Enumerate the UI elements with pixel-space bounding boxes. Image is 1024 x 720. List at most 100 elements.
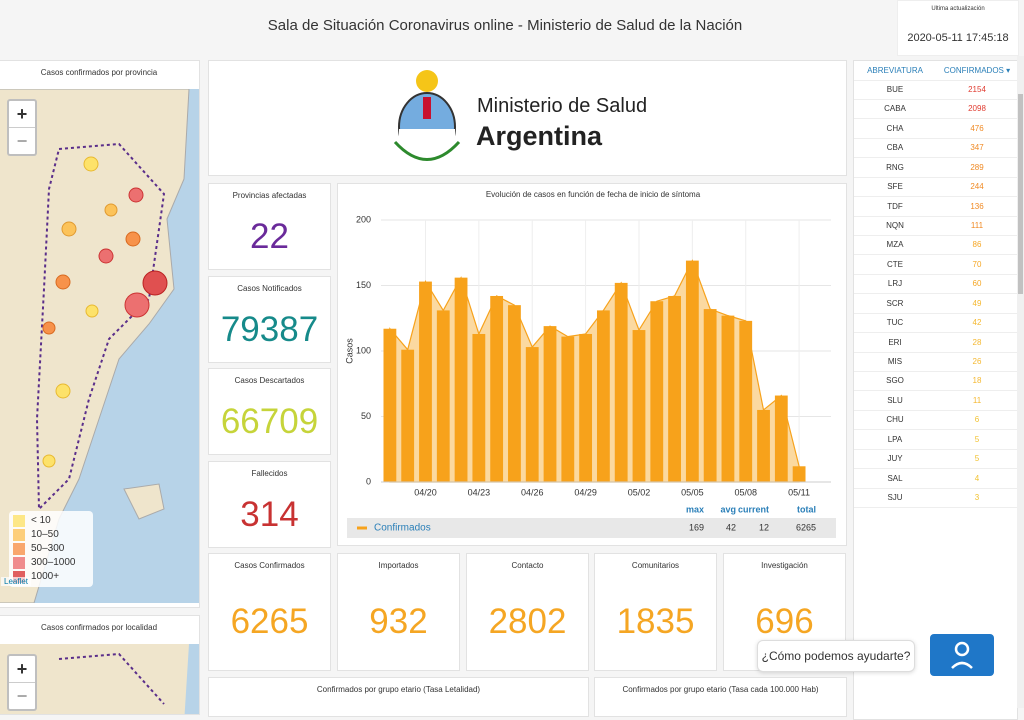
stat-value: 79387 — [220, 309, 319, 349]
table-row: NQN 111 — [854, 216, 1017, 236]
zoom-control: + − — [7, 654, 37, 711]
province-map-panel: Casos confirmados por provincia + − < 10… — [0, 60, 200, 608]
abbreviation: SLU — [887, 395, 903, 405]
confirmed: 3 — [974, 493, 980, 503]
bar — [490, 295, 504, 482]
country-border — [35, 142, 166, 512]
case-type-label: Importados — [378, 561, 419, 570]
bar — [508, 305, 521, 482]
column-header[interactable]: ABREVIATURA — [867, 66, 923, 75]
stat-value: 66709 — [220, 402, 319, 441]
legend-label: 1000+ — [31, 571, 60, 582]
legend-item: 300–1000 — [9, 556, 93, 570]
table-row: CHU 6 — [854, 410, 1017, 431]
marker[interactable] — [104, 203, 118, 217]
table-row: SFE 244 — [854, 177, 1017, 198]
sun — [416, 70, 438, 92]
land — [0, 644, 189, 714]
zoom-out[interactable]: − — [9, 682, 35, 709]
legend-item: 10–50 — [9, 528, 93, 542]
table-row: LRJ 60 — [854, 274, 1017, 295]
marker[interactable] — [142, 270, 168, 296]
table-row: SLU 11 — [854, 391, 1017, 411]
page-title: Sala de Situación Coronavirus online - M… — [267, 17, 743, 34]
confirmed: 476 — [970, 123, 984, 133]
legend-item: 50–300 — [9, 542, 93, 556]
bar — [757, 409, 770, 482]
bar — [596, 310, 610, 482]
cap — [423, 97, 431, 119]
bar — [774, 395, 788, 482]
confirmed: 11 — [972, 395, 982, 405]
y-tick-label: 0 — [366, 476, 371, 486]
table-row: SGO 18 — [854, 371, 1017, 392]
area — [389, 259, 800, 483]
marker[interactable] — [128, 187, 144, 203]
marker[interactable] — [83, 156, 99, 172]
marker[interactable] — [42, 454, 56, 468]
table-row: CHA 476 — [854, 119, 1017, 139]
table-row: ERI 28 — [854, 333, 1017, 353]
bar — [383, 328, 397, 482]
abbreviation: JUY — [887, 454, 903, 464]
marker[interactable] — [98, 248, 114, 264]
marker[interactable] — [124, 292, 150, 318]
table-row: TDF 136 — [854, 197, 1017, 217]
legend-swatch — [13, 557, 25, 569]
stat-card: Fallecidos 314 — [208, 460, 331, 548]
scrollbar[interactable] — [1017, 56, 1024, 708]
age-lethality-panel: Confirmados por grupo etario (Tasa Letal… — [208, 677, 589, 717]
country-name: Argentina — [476, 121, 603, 151]
table-row: RNG 289 — [854, 158, 1017, 178]
case-type-value: 1835 — [616, 602, 695, 641]
x-tick-label: 05/11 — [788, 487, 810, 497]
confirmed: 70 — [972, 259, 982, 269]
marker[interactable] — [55, 274, 71, 290]
stat-card: Casos Descartados 66709 — [208, 368, 331, 455]
locality-map-panel: Casos confirmados por localidad + − — [0, 615, 200, 715]
confirmed: 347 — [970, 143, 984, 153]
legend-item: < 10 — [9, 514, 93, 528]
marker[interactable] — [125, 231, 141, 247]
abbreviation: CTE — [887, 259, 903, 269]
marker[interactable] — [61, 221, 77, 237]
chat-button[interactable] — [928, 632, 996, 682]
abbreviation: LRJ — [887, 279, 903, 289]
confirmed: 244 — [970, 182, 984, 192]
abbreviation: SCR — [886, 298, 904, 308]
abbreviation: MZA — [886, 240, 904, 250]
bar — [685, 260, 699, 482]
bar — [454, 277, 468, 482]
chat-icon — [951, 661, 973, 669]
bar — [472, 333, 486, 482]
marker[interactable] — [42, 321, 56, 335]
confirmed: 111 — [970, 221, 984, 230]
legend-label: 50–300 — [31, 543, 65, 554]
legend-stat-value: 6265 — [796, 522, 816, 532]
marker[interactable] — [85, 304, 99, 318]
bar — [668, 295, 681, 482]
case-type-label: Casos Confirmados — [234, 561, 305, 570]
bar — [614, 282, 628, 482]
confirmed: 289 — [970, 162, 984, 172]
table-row: SAL 4 — [854, 469, 1017, 489]
zoom-in[interactable]: + — [16, 104, 28, 124]
case-type-label: Comunitarios — [631, 561, 680, 570]
column-header[interactable]: CONFIRMADOS ▾ — [943, 66, 1011, 75]
zoom-in[interactable]: + — [16, 659, 28, 679]
confirmed: 18 — [972, 376, 982, 386]
province-table: ABREVIATURA CONFIRMADOS ▾ BUE 2154 CABA 209… — [853, 60, 1018, 720]
confirmed: 5 — [974, 454, 980, 464]
case-type-value: 932 — [369, 602, 428, 641]
scrollbar-thumb[interactable] — [1018, 94, 1023, 294]
legend-label: 10–50 — [31, 529, 59, 540]
x-tick-label: 04/26 — [521, 487, 544, 497]
abbreviation: TDF — [887, 201, 903, 211]
map-attribution[interactable]: Leaflet — [1, 577, 32, 586]
chat-prompt[interactable]: ¿Cómo podemos ayudarte? — [757, 640, 915, 672]
panel-title: Casos confirmados por provincia — [40, 68, 158, 77]
zoom-out[interactable]: − — [9, 127, 35, 154]
marker[interactable] — [55, 383, 71, 399]
table-row: BUE 2154 — [854, 80, 1017, 100]
chat-icon — [954, 641, 970, 657]
